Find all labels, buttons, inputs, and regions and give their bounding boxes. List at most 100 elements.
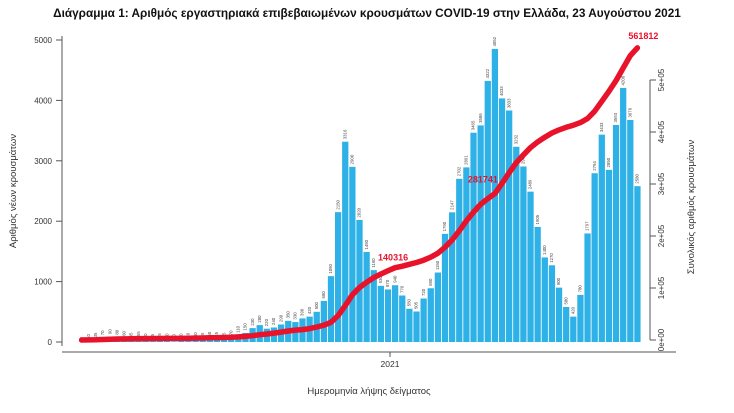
bar-value-label: 3433 [599,122,604,132]
case-bar [555,287,563,342]
bar-value-label: 2147 [449,200,454,210]
bar-value-label: 500 [314,302,319,310]
bar-value-label: 60 [122,330,127,335]
bar-value-label: 2489 [528,179,533,189]
case-bar [627,119,634,342]
bar-value-label: 4033 [499,86,504,96]
case-bar [548,265,556,342]
bar-value-label: 290 [278,314,283,322]
bar-value-label: 720 [421,288,426,296]
case-bar [427,288,434,342]
bar-value-labels-layer: 3 10 35 70 90 80 60 35 55 20 15 25 20 10 20 30 40 35 50 45 3… [79,36,640,339]
case-bar [441,233,449,342]
cumulative-line-layer [78,45,641,343]
case-bar [420,298,427,342]
bar-value-label: 80 [114,329,119,334]
right-tick-label: 0e+00 [657,328,666,351]
bar-value-label: 20 [143,333,148,338]
bar-value-label: 1090 [328,263,333,273]
right-tick-label: 3e+05 [657,172,666,195]
bar-value-label: 110 [236,325,241,332]
bar-value-label: 940 [392,275,397,283]
bar-value-label: 70 [100,330,105,335]
left-tick-label: 1000 [34,278,52,287]
bar-value-label: 3586 [478,113,483,123]
bar-value-label: 20 [179,333,184,338]
bar-value-label: 2900 [350,154,355,164]
case-bar [342,141,349,342]
case-bar [527,191,534,342]
bar-value-label: 3232 [513,134,518,144]
case-bar [327,276,335,342]
cumulative-annotation: 561812 [628,31,658,41]
case-bar [220,339,228,342]
bar-value-label: 2020 [357,207,362,217]
bar-value-label: 2794 [592,161,597,171]
case-bar [370,270,377,342]
case-bar [199,339,206,342]
bar-value-label: 3593 [613,112,618,122]
bar-value-label: 35 [93,332,98,337]
case-bar [570,316,577,342]
bar-value-label: 1490 [364,239,369,249]
case-bar [363,252,370,342]
bar-value-label: 350 [285,311,290,319]
bar-value-label: 4852 [492,36,497,46]
case-bar [334,212,342,342]
bar-value-label: 50 [207,331,212,336]
case-bar [598,134,605,342]
case-bar [377,285,385,342]
bar-value-label: 1150 [435,260,440,270]
bar-value-label: 420 [571,306,576,314]
bar-value-label: 2891 [464,155,469,165]
bar-value-label: 1797 [585,221,590,231]
bar-value-label: 930 [378,276,383,284]
bar-value-label: 1905 [535,214,540,224]
bar-value-label: 2702 [456,166,461,176]
case-bar [456,178,463,342]
case-bar [498,98,506,342]
bar-value-label: 35 [221,332,226,337]
right-tick-label: 4e+05 [657,120,666,143]
bar-value-label: 3316 [342,129,347,139]
bar-value-label: 3465 [471,120,476,130]
bar-value-label: 780 [578,285,583,293]
bar-value-label: 240 [271,317,276,325]
bar-value-label: 870 [385,279,390,287]
right-tick-label: 2e+05 [657,224,666,247]
bar-value-label: 30 [186,332,191,337]
left-tick-label: 3000 [34,157,52,166]
bar-value-label: 2580 [635,174,640,184]
case-bar [171,341,178,342]
x-tick-label-2021: 2021 [381,359,400,369]
bar-value-label: 1270 [549,253,554,263]
bar-value-label: 35 [200,332,205,337]
bar-value-label: 90 [107,329,112,334]
case-bar [142,340,149,342]
case-bar [434,272,442,342]
case-bar [484,80,491,342]
annotations-layer: 140316 281741 561812 [378,31,658,263]
bar-value-label: 1790 [442,221,447,231]
right-tick-label: 5e+05 [657,68,666,91]
case-bar [384,289,392,342]
case-bar [634,186,641,342]
bar-value-label: 4206 [620,75,625,85]
bar-value-label: 330 [293,312,298,320]
case-bar [620,87,627,343]
bar-value-label: 150 [243,323,248,331]
bar-value-label: 680 [321,291,326,299]
bar-value-label: 390 [300,308,305,316]
case-bar [463,167,470,342]
left-tick-label: 0 [48,338,53,347]
left-tick-label: 5000 [34,36,52,45]
left-axis-title: Αριθμός νέων κρουσμάτων [8,134,19,248]
case-bar [506,110,513,343]
case-bar [406,308,413,342]
bar-value-label: 3833 [506,98,511,108]
bar-value-label: 230 [250,318,255,326]
case-bar [584,233,591,342]
case-bar [356,219,363,342]
case-bar [213,339,221,342]
bar-value-label: 505 [414,301,419,309]
